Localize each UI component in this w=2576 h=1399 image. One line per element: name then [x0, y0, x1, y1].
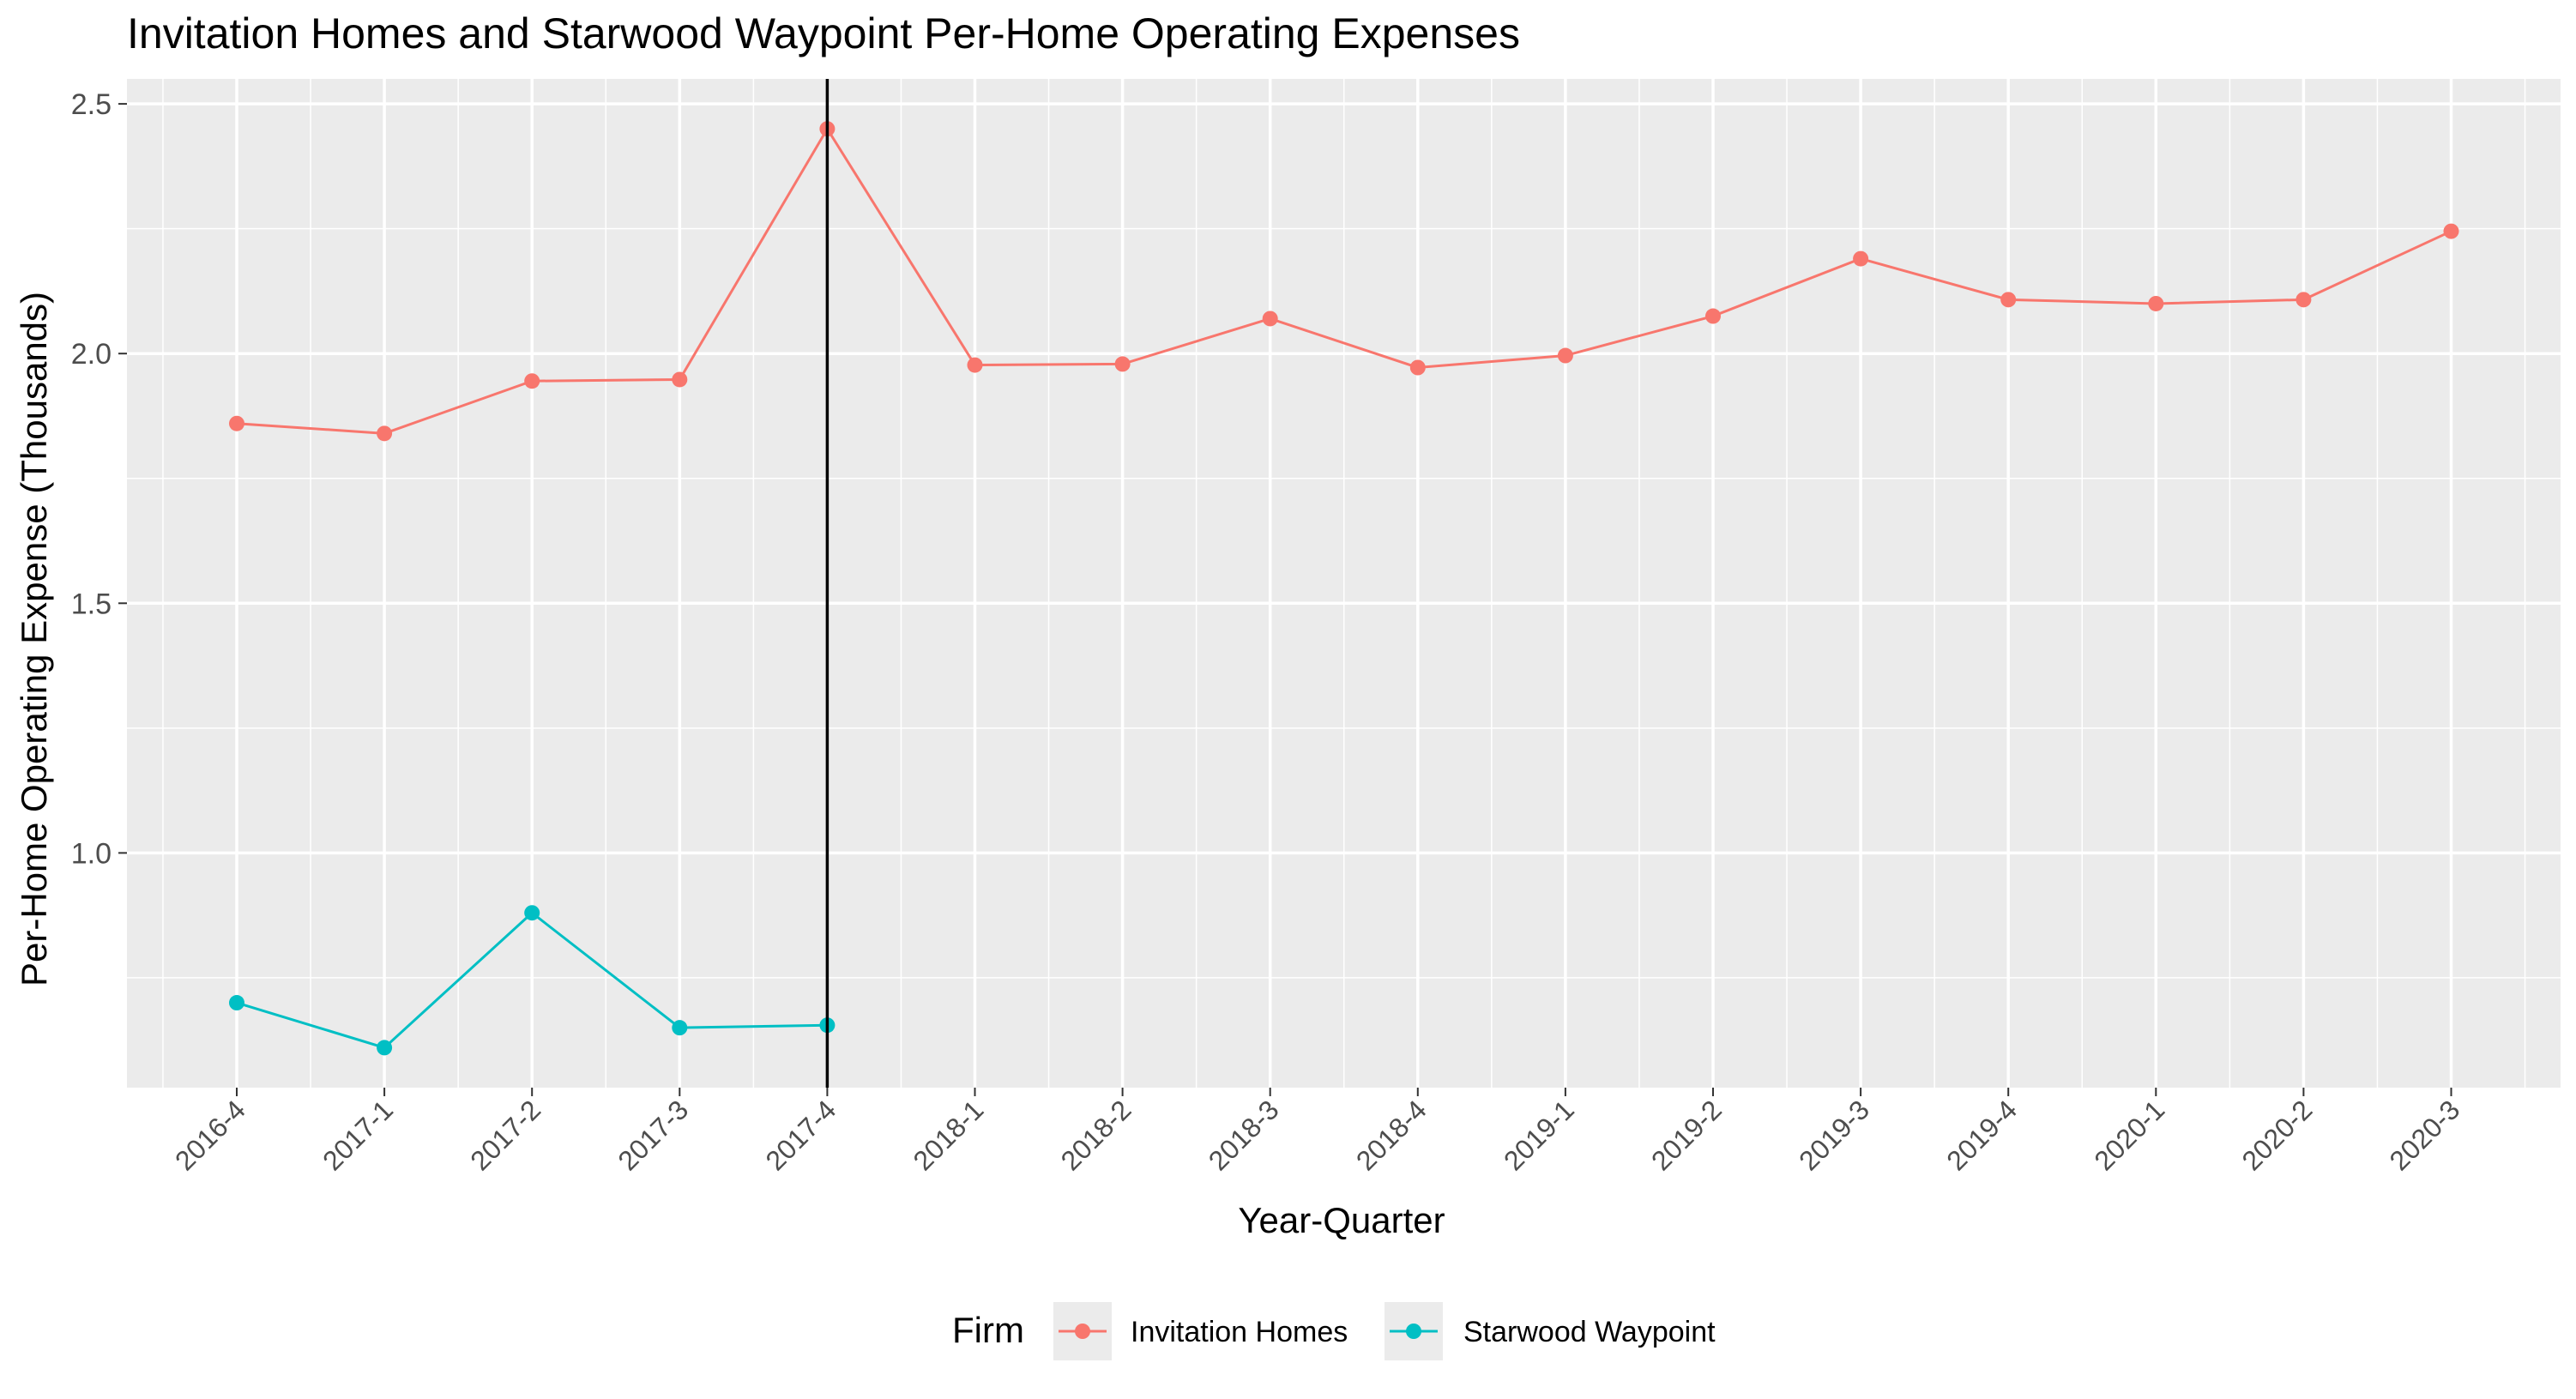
plot-panel — [127, 79, 2561, 1088]
x-axis: 2016-4 2017-1 2017-2 2017-3 2017-4 2018-1 2018… — [169, 1088, 2465, 1176]
data-point — [229, 995, 244, 1011]
x-tick-label: 2019-2 — [1645, 1094, 1728, 1176]
y-tick-label: 1.0 — [71, 837, 112, 870]
y-tick-label: 2.0 — [71, 338, 112, 371]
x-tick-label: 2017-2 — [464, 1094, 546, 1176]
data-point — [229, 415, 244, 431]
x-tick-label: 2018-2 — [1055, 1094, 1137, 1176]
x-tick-label: 2020-2 — [2235, 1094, 2318, 1176]
data-point — [672, 1020, 688, 1036]
legend-label-invitation-homes: Invitation Homes — [1131, 1316, 1348, 1348]
x-axis-label: Year-Quarter — [1238, 1200, 1445, 1240]
data-point — [1114, 356, 1131, 372]
data-point — [1262, 311, 1278, 327]
legend-item-starwood-waypoint: Starwood Waypoint — [1385, 1302, 1716, 1360]
x-tick-label: 2017-3 — [612, 1094, 694, 1176]
data-point — [1853, 250, 1869, 267]
y-axis-label: Per-Home Operating Expense (Thousands) — [14, 292, 54, 986]
legend-title: Firm — [952, 1310, 1024, 1350]
data-point — [1409, 359, 1426, 376]
data-point — [377, 1040, 393, 1056]
chart-title: Invitation Homes and Starwood Waypoint P… — [127, 9, 1520, 57]
data-point — [2295, 292, 2312, 308]
data-point — [2148, 295, 2164, 311]
data-point — [1557, 347, 1573, 364]
y-tick-label: 1.5 — [71, 588, 112, 620]
x-tick-label: 2020-3 — [2384, 1094, 2466, 1176]
x-tick-label: 2017-1 — [317, 1094, 399, 1176]
data-point — [524, 373, 540, 389]
x-tick-label: 2019-1 — [1498, 1094, 1580, 1176]
legend: Firm Invitation Homes Starwood Waypoint — [952, 1302, 1716, 1360]
x-tick-label: 2016-4 — [169, 1094, 251, 1176]
data-point — [524, 905, 540, 921]
legend-label-starwood-waypoint: Starwood Waypoint — [1463, 1316, 1716, 1348]
legend-item-invitation-homes: Invitation Homes — [1053, 1302, 1348, 1360]
data-point — [377, 425, 393, 442]
y-axis: 1.0 1.5 2.0 2.5 — [71, 88, 127, 870]
series-line — [236, 126, 2452, 435]
data-point — [967, 357, 983, 373]
x-tick-label: 2018-1 — [908, 1094, 990, 1176]
x-tick-label: 2020-1 — [2088, 1094, 2170, 1176]
x-tick-label: 2019-4 — [1940, 1094, 2023, 1176]
series-layer — [229, 79, 2459, 1088]
data-point — [672, 371, 688, 388]
x-tick-label: 2017-4 — [759, 1094, 842, 1176]
x-tick-label: 2019-3 — [1793, 1094, 1875, 1176]
data-point — [2443, 223, 2459, 239]
legend-key-point — [1075, 1324, 1090, 1339]
x-tick-label: 2018-4 — [1350, 1094, 1433, 1176]
y-tick-label: 2.5 — [71, 88, 112, 121]
data-point — [1705, 308, 1721, 324]
legend-key-point — [1406, 1324, 1421, 1339]
data-point — [2000, 292, 2017, 308]
x-tick-label: 2018-3 — [1203, 1094, 1285, 1176]
